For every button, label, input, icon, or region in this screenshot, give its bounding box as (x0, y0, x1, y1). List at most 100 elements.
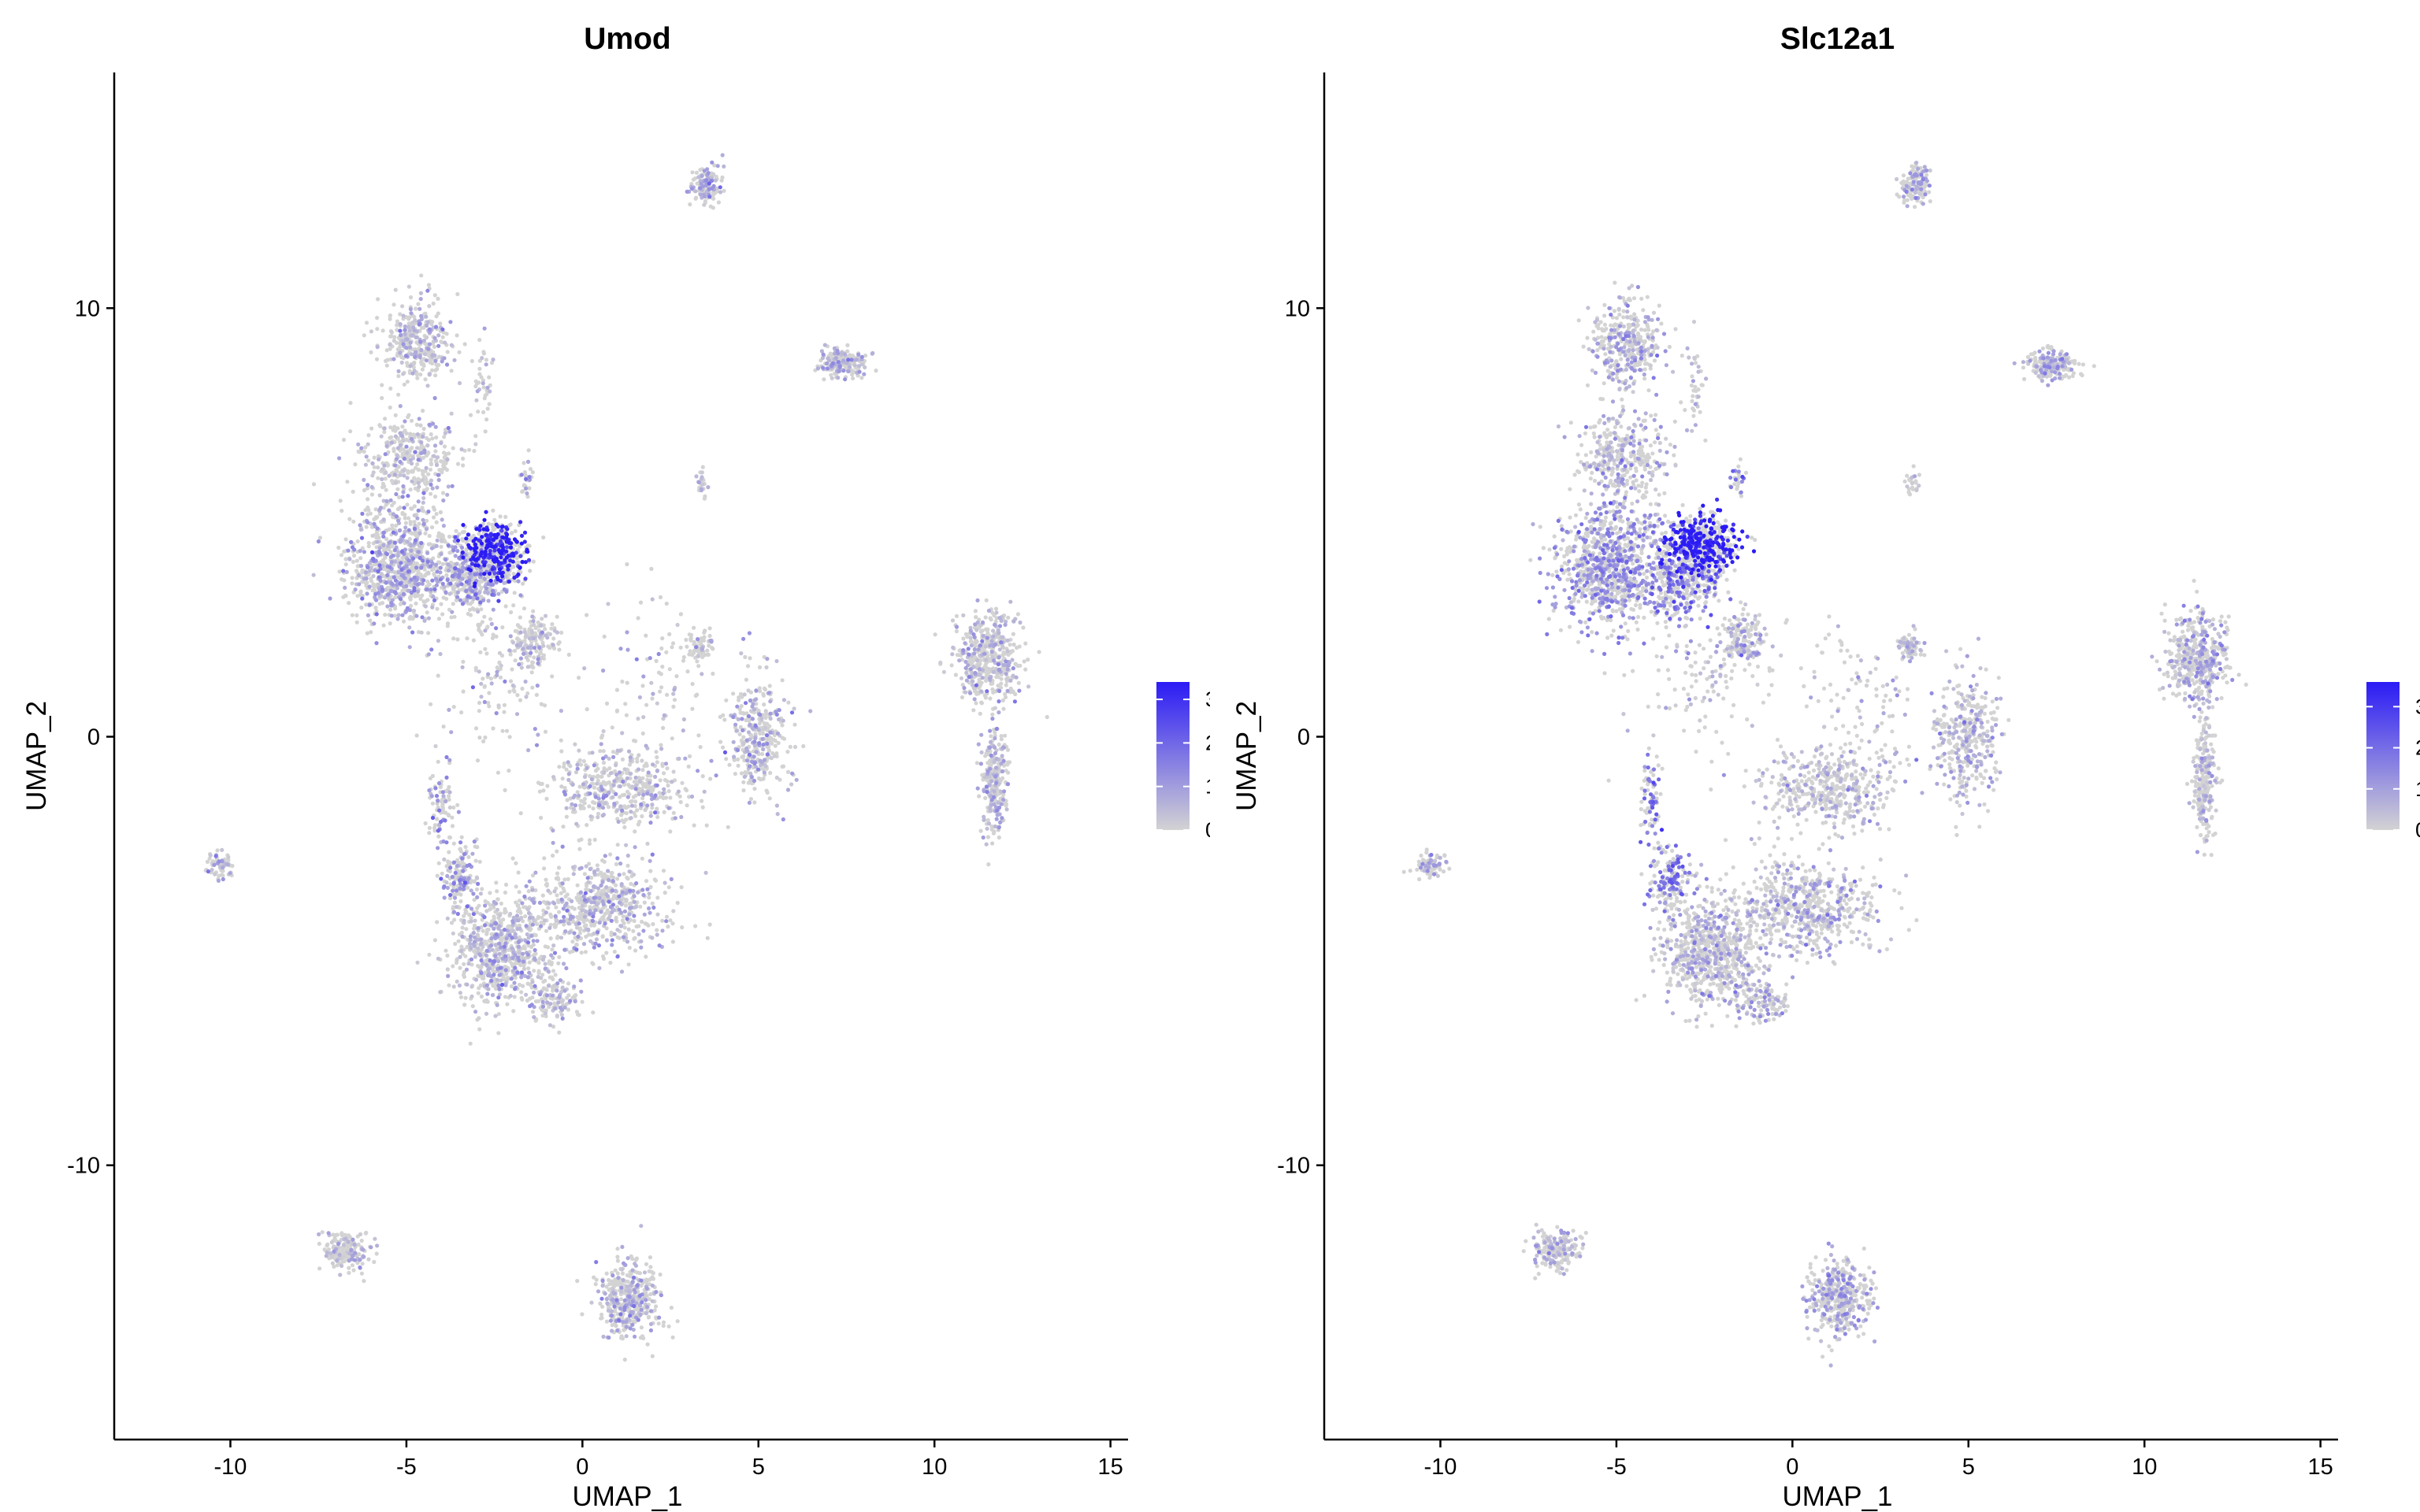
cell-point (587, 838, 592, 843)
cell-point (555, 614, 559, 619)
cell-point (665, 766, 670, 771)
cell-point (959, 676, 964, 680)
cell-point (351, 554, 357, 558)
cell-point (507, 689, 512, 694)
cell-point (542, 918, 547, 923)
cell-point (684, 637, 689, 643)
cell-point (610, 725, 614, 730)
cell-point (687, 754, 692, 759)
cell-point (971, 708, 976, 713)
cell-point (617, 936, 622, 940)
cell-point (376, 454, 380, 459)
cell-point (332, 1236, 337, 1241)
cell-point (786, 700, 791, 705)
cell-point (404, 431, 409, 436)
cell-point (366, 497, 370, 502)
cell-point (622, 925, 627, 930)
cell-point (509, 531, 514, 536)
cell-point (692, 176, 698, 181)
cell-point (666, 783, 670, 788)
cell-point (711, 172, 716, 176)
cell-point (985, 817, 990, 823)
cell-point (632, 780, 637, 784)
cell-point (736, 757, 740, 762)
cell-point (830, 376, 834, 380)
cell-point (629, 799, 633, 804)
cell-point (355, 594, 360, 598)
cell-point (440, 538, 444, 543)
cell-point (973, 609, 978, 613)
cell-point (994, 616, 999, 621)
cell-point (575, 883, 580, 888)
cell-point (565, 995, 570, 1000)
cell-point (645, 841, 650, 846)
cell-point (675, 1319, 680, 1324)
cell-point (480, 579, 484, 584)
cell-point (455, 291, 460, 297)
cell-point (577, 784, 582, 789)
cell-point (429, 458, 433, 462)
cell-point (409, 418, 414, 423)
cell-point (629, 881, 633, 886)
cell-point (396, 392, 401, 397)
cell-point (686, 764, 691, 769)
cell-point (612, 949, 617, 954)
cell-point (393, 413, 398, 417)
cell-point (562, 889, 566, 894)
cell-point (438, 990, 443, 995)
cell-point (343, 562, 348, 567)
cell-point (634, 1256, 640, 1261)
cell-point (975, 658, 980, 663)
cell-point (419, 273, 424, 278)
cell-point (380, 395, 384, 401)
cell-point (731, 691, 736, 696)
cell-point (1001, 706, 1006, 711)
cell-point (514, 629, 520, 634)
cell-point (364, 524, 369, 529)
cell-point (570, 939, 575, 944)
cell-point (400, 588, 405, 593)
cell-point (537, 651, 543, 656)
cell-point (479, 965, 484, 969)
cell-point (412, 520, 417, 524)
cell-point (999, 685, 1004, 690)
cell-point (376, 297, 380, 302)
cell-point (1022, 659, 1026, 664)
cell-point (447, 797, 451, 802)
cell-point (645, 1342, 650, 1347)
cell-point (437, 560, 442, 565)
cell-point (472, 449, 477, 454)
cell-point (221, 873, 225, 878)
cell-point (607, 1277, 611, 1283)
cell-point (477, 859, 482, 864)
cell-point (765, 721, 770, 726)
cell-point (556, 961, 561, 965)
cell-point (991, 628, 996, 633)
cell-point (525, 495, 530, 499)
cell-point (518, 811, 523, 816)
cell-point (744, 677, 749, 682)
cell-point (677, 794, 682, 799)
cell-point (460, 536, 465, 542)
cell-point (635, 808, 640, 813)
cell-point (462, 962, 466, 966)
cell-point (556, 641, 561, 647)
cell-point (716, 200, 722, 205)
cell-point (369, 630, 373, 635)
cell-point (560, 999, 565, 1004)
cell-point (626, 804, 631, 809)
cell-point (369, 329, 373, 334)
cell-point (657, 791, 662, 795)
cell-point (392, 339, 396, 343)
cell-point (373, 1236, 377, 1241)
cell-point (388, 386, 393, 391)
cell-point (743, 654, 748, 660)
cell-point (366, 544, 371, 549)
cell-point (1005, 649, 1010, 654)
cell-point (543, 978, 547, 983)
cell-point (665, 779, 670, 784)
cell-point (425, 384, 430, 388)
cell-point (557, 1030, 562, 1035)
cell-point (773, 739, 778, 743)
